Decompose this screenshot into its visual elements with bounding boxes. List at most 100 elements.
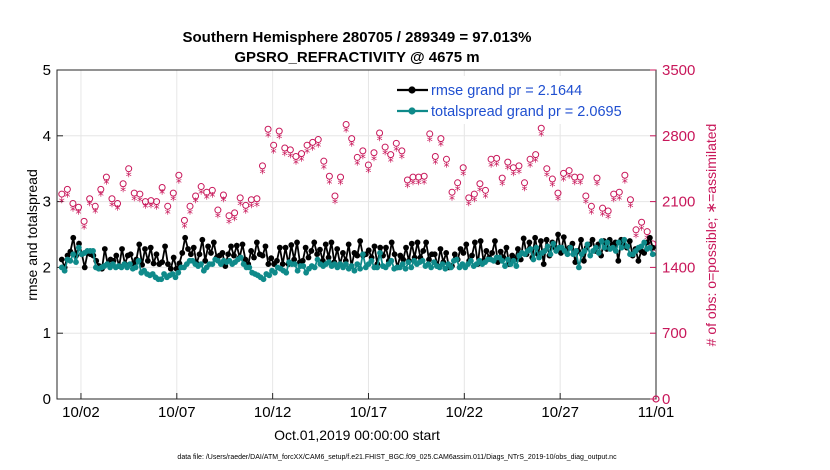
obs-assimilated-point: * bbox=[460, 168, 466, 182]
spread-point bbox=[67, 257, 74, 264]
spread-point bbox=[402, 265, 409, 272]
rmse-point bbox=[242, 256, 249, 263]
obs-possible-point bbox=[348, 135, 356, 143]
rmse-point bbox=[147, 244, 154, 251]
rmse-point bbox=[279, 261, 286, 268]
rmse-point bbox=[274, 257, 280, 264]
obs-possible-point bbox=[219, 191, 227, 199]
spread-point bbox=[419, 257, 426, 264]
spread-point bbox=[448, 264, 454, 271]
obs-assimilated-point: * bbox=[299, 154, 305, 168]
obs-assimilated-point: * bbox=[393, 144, 399, 158]
obs-assimilated-point: * bbox=[120, 184, 126, 198]
obs-possible-point bbox=[376, 129, 384, 137]
spread-point bbox=[612, 248, 619, 254]
rmse-point bbox=[299, 257, 306, 264]
spread-point bbox=[584, 241, 591, 248]
obs-assimilated-point: * bbox=[137, 195, 143, 209]
spread-point bbox=[567, 244, 574, 251]
spread-point bbox=[530, 256, 537, 263]
rmse-point bbox=[127, 251, 134, 258]
obs-possible-point bbox=[309, 138, 317, 146]
y-tick-label-right: 2100 bbox=[662, 194, 695, 211]
rmse-point bbox=[208, 250, 214, 256]
legend-box bbox=[392, 76, 652, 124]
obs-assimilated-point: * bbox=[70, 204, 76, 218]
obs-possible-point bbox=[593, 174, 601, 182]
spread-point bbox=[354, 261, 361, 268]
obs-possible-point bbox=[403, 176, 411, 184]
x-tick-label: 10/27 bbox=[541, 404, 579, 421]
spread-point bbox=[502, 263, 508, 269]
spread-point bbox=[595, 250, 602, 256]
obs-possible-point bbox=[91, 202, 99, 210]
rmse-point bbox=[311, 239, 318, 246]
x-tick-label: 10/22 bbox=[446, 404, 484, 421]
spread-point bbox=[564, 251, 571, 258]
rmse-point bbox=[81, 264, 88, 271]
rmse-point bbox=[560, 234, 567, 241]
rmse-point bbox=[371, 243, 378, 250]
obs-assimilated-point: * bbox=[271, 146, 277, 160]
rmse-point bbox=[354, 252, 361, 259]
obs-possible-point bbox=[532, 151, 540, 159]
obs-possible-point bbox=[481, 186, 489, 194]
obs-possible-point bbox=[175, 171, 183, 179]
obs-possible-point bbox=[470, 190, 478, 198]
obs-assimilated-point: * bbox=[232, 213, 238, 227]
obs-assimilated-point: * bbox=[142, 201, 148, 215]
rmse-point bbox=[420, 248, 427, 254]
rmse-point bbox=[340, 250, 346, 256]
x-axis-label: Oct.01,2019 00:00:00 start bbox=[274, 427, 440, 443]
spread-point bbox=[351, 267, 358, 274]
rmse-point bbox=[317, 246, 323, 253]
obs-assimilated-point: * bbox=[477, 184, 483, 198]
obs-assimilated-point: * bbox=[555, 194, 561, 208]
rmse-point bbox=[251, 254, 257, 261]
rmse-point bbox=[136, 241, 143, 248]
spread-point bbox=[260, 276, 267, 283]
obs-assimilated-point: * bbox=[404, 181, 410, 195]
obs-assimilated-point: * bbox=[276, 132, 282, 146]
legend-rmse-marker bbox=[408, 86, 416, 94]
obs-possible-point bbox=[420, 172, 428, 180]
obs-assimilated-point: * bbox=[165, 207, 171, 221]
spread-point bbox=[573, 248, 579, 254]
y-tick-label-left: 1 bbox=[43, 325, 51, 342]
rmse-point bbox=[314, 251, 321, 258]
obs-possible-point bbox=[320, 157, 328, 165]
obs-possible-point bbox=[69, 199, 77, 207]
obs-assimilated-point: * bbox=[349, 139, 355, 153]
y-axis-label-left: rmse and totalspread bbox=[24, 169, 40, 301]
rmse-point bbox=[469, 252, 475, 259]
obs-possible-point bbox=[537, 124, 545, 132]
obs-assimilated-point: * bbox=[237, 198, 243, 212]
obs-possible-point bbox=[119, 180, 127, 188]
spread-point bbox=[73, 259, 79, 266]
obs-assimilated-point: * bbox=[544, 169, 550, 183]
obs-possible-point bbox=[298, 150, 306, 158]
rmse-point bbox=[408, 240, 415, 247]
rmse-point bbox=[142, 246, 148, 252]
obs-possible-point bbox=[270, 141, 278, 149]
obs-possible-end-point bbox=[652, 395, 660, 403]
spread-point bbox=[544, 243, 551, 250]
obs-possible-point bbox=[242, 201, 250, 209]
rmse-point bbox=[431, 251, 438, 258]
obs-possible-point bbox=[504, 158, 512, 166]
spread-point bbox=[541, 248, 548, 254]
spread-point bbox=[374, 264, 381, 271]
obs-possible-point bbox=[114, 199, 122, 207]
obs-possible-point bbox=[638, 218, 646, 226]
rmse-point bbox=[492, 238, 498, 244]
spread-point bbox=[399, 261, 406, 268]
rmse-point bbox=[437, 246, 444, 252]
obs-assimilated-point: * bbox=[154, 202, 160, 216]
obs-possible-point bbox=[632, 226, 640, 234]
spread-point bbox=[175, 269, 182, 276]
obs-possible-point bbox=[392, 139, 400, 147]
rmse-point bbox=[414, 239, 421, 246]
obs-assimilated-point: * bbox=[377, 134, 383, 148]
rmse-point bbox=[199, 236, 206, 243]
rmse-point bbox=[268, 255, 275, 262]
